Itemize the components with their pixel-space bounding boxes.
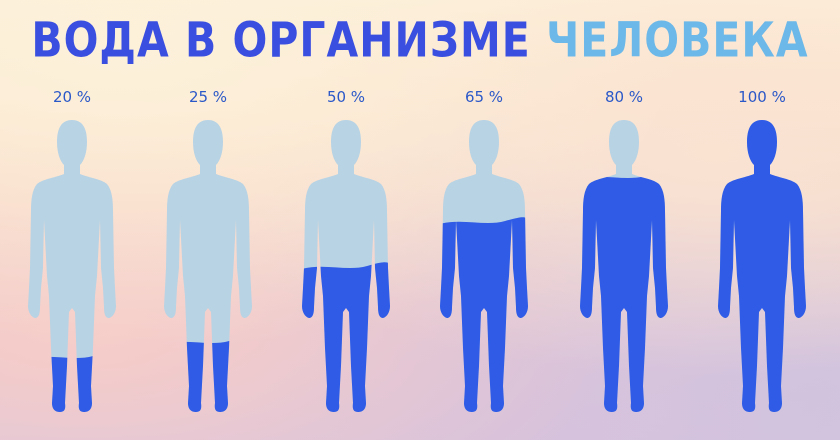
figure-4: 65 %	[424, 88, 544, 418]
title-part-2: ЧЕЛОВЕКА	[546, 11, 809, 69]
human-silhouette	[302, 120, 390, 412]
poster-title: ВОДА В ОРГАНИЗМЕ ЧЕЛОВЕКА	[0, 5, 840, 76]
percent-label: 80 %	[604, 88, 644, 106]
water-fill	[302, 262, 390, 412]
percent-label: 25 %	[188, 88, 228, 106]
percent-label: 65 %	[464, 88, 504, 106]
percent-label: 50 %	[326, 88, 366, 106]
percent-label: 100 %	[738, 88, 786, 106]
water-fill	[440, 217, 528, 412]
human-silhouette	[28, 120, 116, 412]
water-fill	[28, 352, 116, 412]
water-fill	[580, 172, 668, 412]
percent-label: 20 %	[52, 88, 92, 106]
figures-row: 20 % 25 % 50 % 65 % 80 % 100 %	[0, 88, 840, 418]
human-silhouette	[580, 120, 668, 412]
figure-1: 20 %	[12, 88, 132, 418]
figure-5: 80 %	[564, 88, 684, 418]
water-fill	[718, 120, 806, 412]
body-empty-area	[28, 120, 116, 412]
body-empty-area	[164, 120, 252, 412]
figure-6: 100 %	[702, 88, 822, 418]
title-part-1: ВОДА В ОРГАНИЗМЕ	[31, 11, 531, 69]
water-fill	[164, 337, 252, 412]
figure-2: 25 %	[148, 88, 268, 418]
human-silhouette	[164, 120, 252, 412]
human-silhouette	[718, 120, 806, 412]
human-silhouette	[440, 120, 528, 412]
figure-3: 50 %	[286, 88, 406, 418]
